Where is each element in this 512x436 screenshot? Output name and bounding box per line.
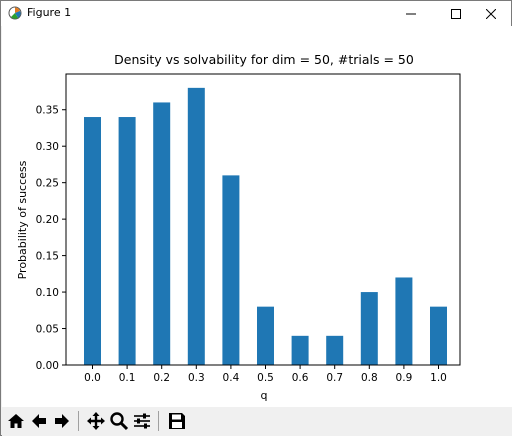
zoom-button[interactable] <box>108 410 130 432</box>
back-button[interactable] <box>28 410 50 432</box>
maximize-icon <box>451 8 461 19</box>
maximize-button[interactable] <box>436 1 476 26</box>
y-tick-label: 0.15 <box>36 251 59 263</box>
bar <box>291 335 309 365</box>
y-tick-label: 0.25 <box>36 178 59 190</box>
x-tick-label: 0.7 <box>326 372 343 384</box>
y-axis: 0.00 0.05 0.10 0.15 0.20 0.25 0.30 0.35 <box>36 105 66 372</box>
bar <box>430 306 447 365</box>
y-tick-label: 0.35 <box>36 105 59 117</box>
y-tick-label: 0.20 <box>36 214 59 226</box>
bar <box>222 175 240 365</box>
bar <box>257 306 274 365</box>
home-button[interactable] <box>5 410 27 432</box>
pan-icon <box>87 412 105 430</box>
bar <box>326 335 344 365</box>
back-arrow-icon <box>32 414 46 428</box>
navigation-toolbar <box>2 407 512 436</box>
bar <box>187 87 205 365</box>
bar <box>395 277 413 365</box>
bar <box>118 117 136 365</box>
forward-arrow-icon <box>55 414 69 428</box>
bar-chart: Density vs solvability for dim = 50, #tr… <box>16 52 461 402</box>
save-icon <box>169 413 185 429</box>
x-axis-label: q <box>261 389 268 402</box>
configure-subplots-button[interactable] <box>131 410 153 432</box>
window-title: Figure 1 <box>27 6 72 19</box>
bar <box>153 102 171 366</box>
y-axis-label: Probability of success <box>16 160 29 279</box>
bars-group <box>84 87 447 366</box>
x-tick-label: 0.9 <box>396 372 413 384</box>
x-tick-label: 0.6 <box>292 372 309 384</box>
minimize-button[interactable] <box>391 1 431 26</box>
x-tick-label: 1.0 <box>430 372 447 384</box>
matplotlib-logo-icon <box>8 6 22 20</box>
x-tick-label: 0.1 <box>119 372 136 384</box>
close-icon <box>486 8 496 19</box>
save-button[interactable] <box>166 410 188 432</box>
bar <box>360 292 378 365</box>
x-tick-label: 0.5 <box>257 372 274 384</box>
x-tick-label: 0.2 <box>153 372 170 384</box>
forward-button[interactable] <box>51 410 73 432</box>
toolbar-separator <box>78 411 79 431</box>
chart-title: Density vs solvability for dim = 50, #tr… <box>114 52 414 67</box>
y-tick-label: 0.05 <box>36 324 59 336</box>
figure-canvas[interactable]: Density vs solvability for dim = 50, #tr… <box>2 26 512 407</box>
toolbar-separator <box>158 411 159 431</box>
x-tick-label: 0.3 <box>188 372 205 384</box>
home-icon <box>8 414 24 428</box>
minimize-icon <box>406 13 416 14</box>
y-tick-label: 0.00 <box>36 360 59 372</box>
title-bar[interactable]: Figure 1 <box>1 1 511 26</box>
x-tick-label: 0.4 <box>223 372 240 384</box>
pan-button[interactable] <box>85 410 107 432</box>
y-tick-label: 0.10 <box>36 287 59 299</box>
zoom-icon <box>110 412 129 431</box>
close-button[interactable] <box>471 1 511 26</box>
configure-subplots-icon <box>134 413 150 429</box>
x-tick-label: 0.8 <box>361 372 378 384</box>
x-axis: 0.0 0.1 0.2 0.3 0.4 0.5 0.6 0.7 0.8 0.9 1.0 <box>84 365 447 384</box>
y-tick-label: 0.30 <box>36 141 59 153</box>
bar <box>84 117 101 365</box>
x-tick-label: 0.0 <box>84 372 101 384</box>
